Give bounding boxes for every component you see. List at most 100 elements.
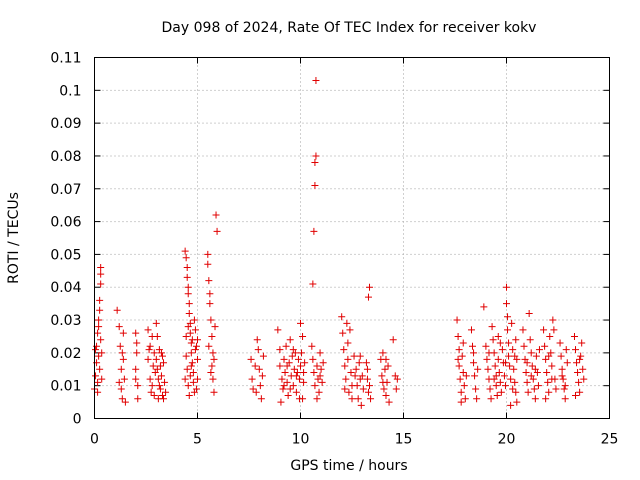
data-point [301, 359, 309, 367]
data-point [343, 319, 351, 327]
data-point [546, 332, 554, 340]
data-point [501, 382, 509, 390]
data-point [362, 359, 370, 367]
data-point [283, 362, 291, 370]
data-point [161, 378, 169, 386]
data-point [186, 329, 194, 337]
data-point [121, 398, 129, 406]
data-point [382, 392, 390, 400]
data-point [562, 346, 570, 354]
data-point [470, 359, 478, 367]
data-point [96, 365, 104, 373]
data-point [364, 293, 372, 301]
data-point [455, 346, 463, 354]
data-point [552, 385, 560, 393]
data-point [512, 336, 520, 344]
data-point [300, 369, 308, 377]
data-point [95, 323, 103, 331]
y-tick-labels: 0 0.01 0.02 0.03 0.04 0.05 0.06 0.07 0.08 0.09 0.1… [50, 51, 81, 428]
data-point [531, 395, 539, 403]
data-point [572, 392, 580, 400]
data-point [247, 355, 255, 363]
data-point [524, 388, 532, 396]
data-point [530, 385, 538, 393]
data-point [574, 369, 582, 377]
data-point [317, 365, 325, 373]
data-point [184, 382, 192, 390]
data-point [490, 375, 498, 383]
data-point [144, 326, 152, 334]
data-point [520, 342, 528, 350]
data-point [540, 326, 548, 334]
data-point [570, 332, 578, 340]
data-point [97, 264, 105, 272]
data-point [543, 369, 551, 377]
data-point [503, 300, 510, 308]
data-point [455, 362, 463, 370]
data-point [460, 382, 468, 390]
data-point [454, 355, 462, 363]
data-point [309, 280, 317, 288]
data-point [393, 375, 401, 383]
data-point [278, 375, 286, 383]
data-point [133, 339, 141, 347]
data-point [286, 336, 294, 344]
data-point [487, 395, 495, 403]
data-point [339, 329, 347, 337]
data-point [496, 378, 504, 386]
data-point [459, 369, 467, 377]
data-point [294, 355, 302, 363]
data-point [120, 375, 128, 383]
data-point [155, 382, 163, 390]
data-point [311, 159, 319, 167]
data-point [295, 395, 303, 403]
data-point [545, 388, 553, 396]
data-point [532, 352, 540, 360]
data-point [289, 346, 297, 354]
data-point [346, 326, 354, 334]
y-tick-label: 0.01 [50, 379, 81, 395]
data-point [183, 365, 191, 373]
data-point [207, 316, 215, 324]
data-point [292, 372, 300, 380]
data-point [310, 227, 318, 235]
data-point [117, 385, 125, 393]
data-point [351, 372, 359, 380]
data-point [204, 260, 212, 268]
data-point [146, 375, 154, 383]
data-point [560, 385, 568, 393]
data-point [575, 378, 583, 386]
y-tick-label: 0 [73, 412, 82, 428]
data-point [382, 355, 390, 363]
data-point [210, 355, 218, 363]
y-tick-label: 0.02 [50, 346, 81, 362]
data-point [295, 375, 303, 383]
data-point [523, 378, 531, 386]
data-point [340, 346, 348, 354]
data-point [187, 339, 195, 347]
data-point [508, 319, 516, 327]
data-point [259, 352, 267, 360]
data-point [115, 378, 123, 386]
plot-frame [94, 57, 610, 419]
data-point [350, 352, 358, 360]
data-point [342, 375, 350, 383]
x-tick-label: 5 [193, 432, 202, 448]
data-point [354, 395, 362, 403]
data-point [289, 382, 297, 390]
data-point [523, 359, 531, 367]
data-point [290, 365, 298, 373]
data-point [297, 319, 304, 327]
data-point [184, 283, 192, 291]
data-point [286, 385, 294, 393]
data-point [355, 359, 363, 367]
data-point [98, 349, 106, 357]
data-point [298, 349, 306, 357]
data-point [284, 392, 292, 400]
y-axis-title: ROTI / TECUs [6, 192, 22, 284]
data-point [506, 362, 514, 370]
data-point [389, 336, 397, 344]
data-point [156, 385, 164, 393]
data-point [485, 349, 493, 357]
data-point [153, 332, 161, 340]
